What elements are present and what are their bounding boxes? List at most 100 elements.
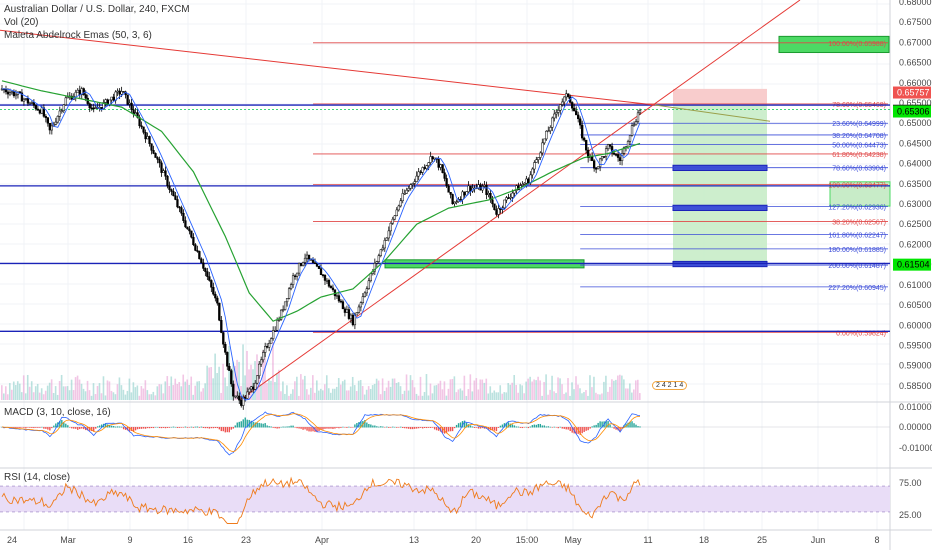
macd-histogram-bar — [376, 426, 378, 428]
candle-body — [419, 171, 422, 174]
macd-histogram-bar — [346, 427, 348, 428]
candle-body — [236, 395, 239, 398]
volume-bar — [593, 376, 595, 400]
volume-bar — [599, 394, 601, 400]
candle-body — [451, 194, 454, 205]
macd-histogram-bar — [63, 422, 65, 428]
macd-histogram-bar — [433, 427, 436, 430]
volume-bars — [1, 341, 641, 400]
macd-histogram-bar — [100, 424, 103, 428]
volume-bar — [58, 381, 61, 400]
fib-level-label: 38.20%(0.62567) — [832, 219, 886, 226]
macd-histogram-bar — [272, 427, 274, 428]
candle-body — [313, 262, 317, 264]
candle-body — [256, 375, 259, 384]
macd-histogram-bar — [246, 419, 248, 428]
macd-histogram-bar — [238, 421, 240, 428]
candle-body — [523, 182, 526, 185]
volume-bar — [106, 380, 109, 400]
macd-histogram-bar — [182, 427, 185, 428]
candle-body — [248, 388, 251, 393]
candle-body — [180, 207, 183, 214]
candle-body — [194, 244, 197, 251]
candle-body — [170, 189, 173, 192]
candle-body — [275, 320, 279, 331]
candle-body — [565, 93, 568, 98]
macd-histogram-bar — [256, 422, 258, 428]
volume-bar — [597, 394, 599, 400]
volume-bar — [565, 392, 567, 400]
volume-bar — [361, 386, 364, 400]
volume-bar — [445, 395, 448, 400]
volume-bar — [425, 374, 428, 400]
volume-bar — [577, 384, 579, 400]
ascending-trendline — [239, 0, 801, 401]
volume-bar — [617, 375, 619, 400]
macd-histogram-bar — [429, 427, 432, 428]
volume-bar — [104, 395, 107, 400]
volume-bar — [124, 394, 127, 400]
candle-body — [351, 314, 355, 326]
volume-bar — [469, 374, 472, 400]
candle-body — [208, 276, 211, 281]
volume-bar — [188, 384, 191, 400]
volume-bar — [80, 383, 83, 400]
macd-histogram-bar — [431, 427, 434, 428]
macd-histogram-bar — [635, 424, 637, 428]
macd-histogram-bar — [459, 422, 462, 428]
volume-bar — [473, 380, 476, 400]
candle-body — [64, 97, 67, 106]
volume-bar — [48, 382, 51, 400]
macd-histogram-bar — [396, 427, 398, 428]
candle-body — [399, 200, 402, 207]
volume-bar — [56, 394, 59, 400]
volume-bar — [635, 380, 637, 400]
candle-body — [355, 312, 359, 316]
volume-bar — [24, 393, 27, 400]
event-badge[interactable]: 2 4 2 1 4 — [652, 381, 688, 390]
macd-histogram-bar — [87, 427, 89, 431]
time-axis-label: 20 — [471, 535, 481, 545]
macd-histogram-bar — [370, 424, 372, 428]
volume-bar — [573, 389, 575, 400]
volume-bar — [513, 375, 515, 400]
volume-bar — [302, 379, 304, 400]
order-block — [672, 204, 768, 212]
volume-bar — [615, 379, 617, 400]
macd-histogram-bar — [166, 427, 169, 428]
macd-histogram-bar — [392, 426, 394, 428]
macd-histogram-bar — [208, 427, 211, 429]
volume-bar — [50, 379, 53, 400]
volume-bar — [455, 392, 458, 400]
volume-bar — [148, 394, 151, 400]
candle-body — [341, 301, 345, 310]
macd-histogram-bar — [398, 427, 400, 428]
volume-bar — [70, 379, 73, 400]
price-axis-tick: 0.63500 — [899, 179, 932, 189]
candle-body — [413, 181, 416, 184]
ema-legend: Maleta Abdelrock Emas (50, 3, 6) — [4, 30, 152, 41]
volume-bar — [609, 386, 611, 400]
volume-bar — [629, 383, 631, 400]
candle-body — [555, 112, 558, 115]
candle-body — [144, 132, 147, 140]
candle-body — [405, 189, 408, 194]
candle-body — [477, 184, 480, 189]
price-axis-tick: 0.66500 — [899, 58, 932, 68]
candle-body — [118, 90, 121, 95]
volume-bar — [66, 386, 69, 400]
candle-body — [184, 220, 187, 228]
macd-histogram-bar — [372, 425, 374, 428]
fib-level-label: 161.80%(0.62247) — [828, 232, 886, 239]
candle-body — [232, 383, 235, 397]
candle-body — [166, 175, 169, 187]
candle-body — [437, 159, 440, 168]
candle-body — [283, 301, 287, 310]
volume-bar — [355, 391, 358, 400]
macd-histogram-bar — [414, 427, 416, 429]
volume-bar — [477, 389, 480, 400]
candle-body — [250, 386, 253, 390]
macd-histogram-bar — [270, 426, 272, 428]
volume-bar — [242, 344, 244, 400]
candle-body — [325, 280, 329, 282]
